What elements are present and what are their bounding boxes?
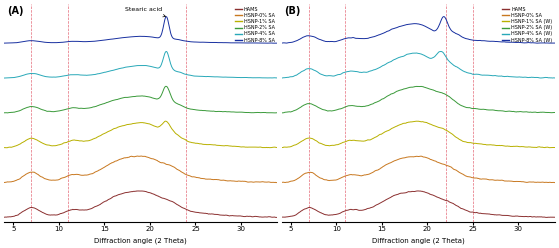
Legend: HAMS, HSNP-0% SA, HSNP-1% SA (W), HSNP-2% SA (W), HSNP-4% SA (W), HSNP-8% SA (W): HAMS, HSNP-0% SA, HSNP-1% SA (W), HSNP-2… (500, 5, 555, 45)
Legend: HAMS, HSNP-0% SA, HSNP-1% SA, HSNP-2% SA, HSNP-4% SA, HSNP-8% SA: HAMS, HSNP-0% SA, HSNP-1% SA, HSNP-2% SA… (233, 5, 277, 45)
X-axis label: Diffraction angle (2 Theta): Diffraction angle (2 Theta) (372, 237, 465, 244)
Text: (B): (B) (285, 6, 301, 16)
Text: (A): (A) (7, 6, 23, 16)
X-axis label: Diffraction angle (2 Theta): Diffraction angle (2 Theta) (94, 237, 187, 244)
Text: Stearic acid: Stearic acid (125, 7, 165, 17)
